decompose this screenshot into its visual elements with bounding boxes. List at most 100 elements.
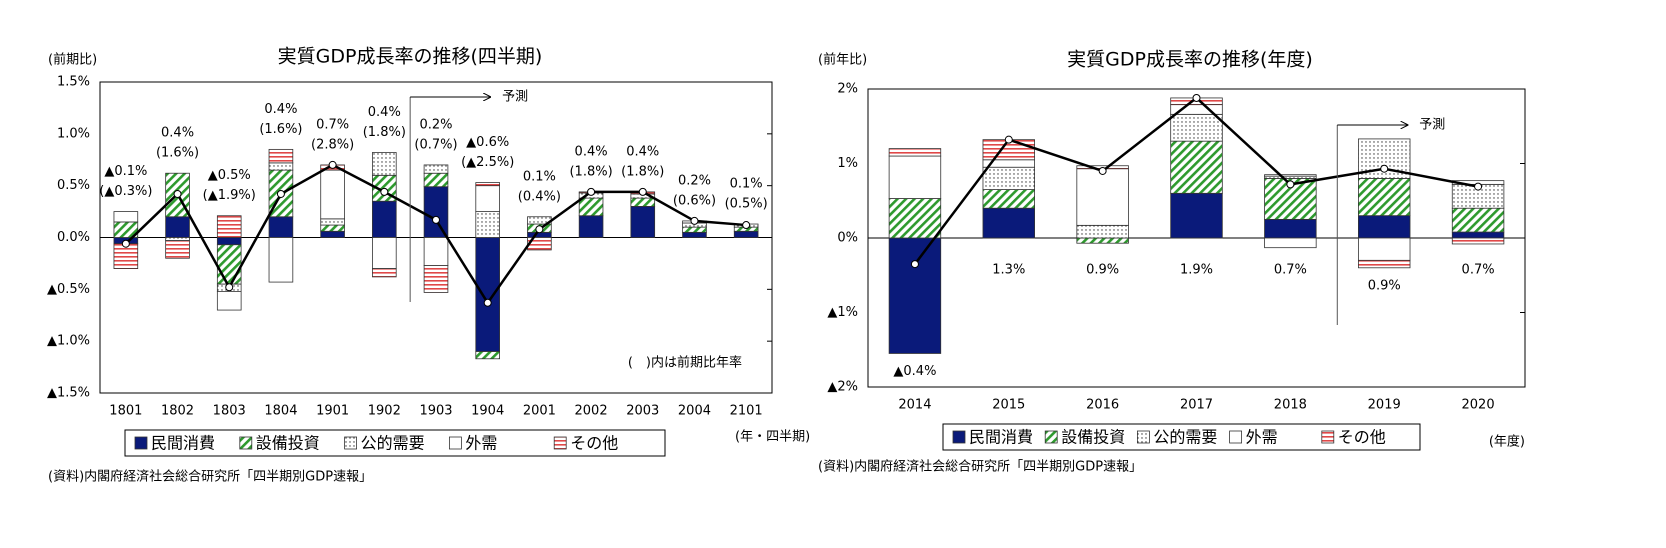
total-label: 0.4%	[575, 144, 608, 159]
total-point	[328, 160, 337, 169]
total-label: ▲0.5%	[208, 168, 251, 183]
legend-swatch	[1137, 430, 1150, 444]
total-label: 0.9%	[1086, 263, 1119, 278]
bar-segment	[475, 211, 500, 238]
total-label: ▲0.6%	[466, 135, 509, 150]
total-label: 0.1%	[523, 169, 556, 184]
bar-segment	[982, 189, 1035, 209]
total-point	[432, 215, 440, 224]
x-tick-label: 1804	[264, 404, 297, 419]
bar-segment	[475, 182, 500, 187]
total-label: 0.2%	[678, 173, 711, 188]
x-tick-label: 1803	[213, 404, 246, 419]
bar-segment	[216, 215, 242, 238]
annualized-label: (1.8%)	[621, 164, 664, 179]
bar-segment	[682, 226, 707, 233]
total-point	[1098, 166, 1107, 175]
bar-segment	[1358, 237, 1411, 261]
legend-swatch	[1229, 430, 1242, 444]
bar-segment	[1264, 174, 1317, 177]
bar-segment	[1358, 215, 1411, 239]
bar-segment	[630, 197, 656, 207]
legend-text: 設備投資	[1061, 428, 1125, 447]
bar-segment	[372, 200, 397, 238]
bar-segment	[372, 268, 397, 278]
bar-segment	[423, 172, 449, 188]
total-point	[173, 189, 182, 198]
x-tick-label: 1801	[109, 404, 142, 419]
x-tick-label: 2018	[1274, 398, 1307, 413]
legend-text: その他	[570, 434, 618, 453]
bar-segment	[1076, 237, 1129, 244]
bar-segment	[113, 211, 139, 223]
legend-text: 民間消費	[151, 434, 215, 453]
total-point	[483, 298, 492, 307]
legend-text: 公的需要	[361, 434, 425, 453]
total-label: 0.9%	[1368, 278, 1401, 293]
bar-segment	[1451, 237, 1505, 245]
bar-segment	[578, 197, 604, 217]
bar-segment	[475, 237, 500, 352]
total-point	[535, 225, 544, 234]
bar-segment	[733, 230, 759, 238]
y-tick-label: 0%	[837, 231, 858, 246]
total-label: 0.4%	[161, 126, 194, 141]
annualized-label: (▲2.5%)	[461, 155, 514, 170]
bar-segment	[1170, 192, 1223, 239]
total-point	[225, 283, 234, 292]
total-label: 0.4%	[626, 144, 659, 159]
bar-segment	[682, 231, 707, 238]
legend-swatch	[952, 430, 966, 444]
legend-box	[124, 429, 666, 457]
x-unit: (年・四半期)	[735, 430, 810, 445]
x-tick-label: 2019	[1368, 398, 1401, 413]
bar-segment	[1358, 259, 1411, 269]
bar-segment	[1170, 113, 1223, 142]
y-tick-label: 1.0%	[57, 126, 90, 141]
bar-segment	[165, 240, 190, 259]
bar-segment	[423, 237, 449, 266]
total-point	[1380, 164, 1389, 173]
bar-segment	[888, 155, 942, 199]
bar-segment	[372, 152, 397, 176]
total-point	[587, 187, 596, 196]
bar-segment	[216, 291, 242, 311]
legend-text: 公的需要	[1153, 428, 1217, 447]
y-tick-label: 0.5%	[57, 178, 90, 193]
y-tick-label: 2%	[837, 82, 858, 97]
total-point	[638, 187, 647, 196]
annualized-label: (▲1.9%)	[203, 188, 256, 203]
source: (資料)内閣府経済社会総合研究所「四半期別GDP速報」	[818, 459, 1142, 475]
bar-segment	[982, 207, 1035, 239]
bar-segment	[1358, 177, 1411, 217]
y-tick-label: ▲0.5%	[47, 282, 90, 297]
x-tick-label: 1902	[368, 404, 401, 419]
y-tick-label: 0.0%	[57, 230, 90, 245]
legend-text: 外需	[1246, 428, 1278, 447]
bar-segment	[1264, 237, 1317, 249]
bar-segment	[320, 224, 345, 232]
annualized-label: (0.7%)	[414, 137, 457, 152]
bar-segment	[1451, 231, 1505, 239]
total-label: 0.1%	[730, 177, 763, 192]
total-label: 1.9%	[1180, 263, 1213, 278]
annualized-label: (0.4%)	[518, 189, 561, 204]
bar-segment	[578, 215, 604, 238]
total-label: 0.7%	[1462, 263, 1495, 278]
total-label: 0.7%	[1274, 263, 1307, 278]
x-tick-label: 1802	[161, 404, 194, 419]
bar-segment	[372, 237, 397, 270]
x-tick-label: 2003	[626, 404, 659, 419]
source: (資料)内閣府経済社会総合研究所「四半期別GDP速報」	[48, 469, 372, 485]
total-label: ▲0.4%	[893, 364, 936, 379]
legend-text: 民間消費	[969, 428, 1033, 447]
bar-segment	[423, 164, 449, 174]
annualized-label: (0.6%)	[673, 193, 716, 208]
bar-segment	[423, 265, 449, 293]
legend-text: 外需	[465, 434, 497, 453]
annualized-label: (▲0.3%)	[99, 184, 152, 199]
bar-segment	[888, 148, 942, 157]
total-label: 0.4%	[264, 102, 297, 117]
